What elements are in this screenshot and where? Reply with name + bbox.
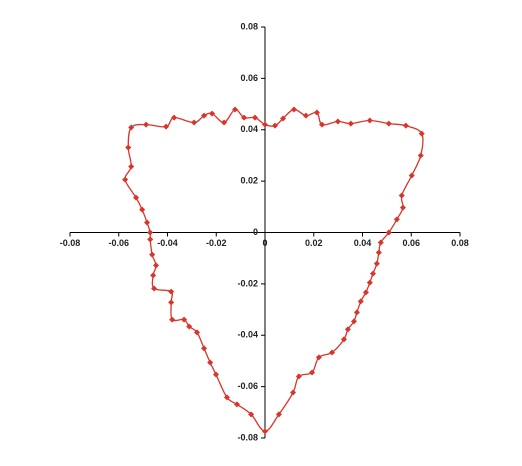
point: [139, 206, 146, 213]
point: [186, 323, 193, 330]
point: [366, 117, 373, 124]
point: [128, 124, 135, 131]
point: [271, 122, 278, 129]
point: [128, 163, 135, 170]
point: [193, 329, 200, 336]
y-tick-label: -0.06: [237, 381, 258, 391]
point: [385, 229, 392, 236]
point: [248, 411, 255, 418]
x-tick-label: 0.06: [402, 238, 420, 248]
point: [151, 285, 158, 292]
point: [153, 262, 160, 269]
point: [169, 316, 176, 323]
x-tick-label: 0.02: [305, 238, 323, 248]
point: [143, 121, 150, 128]
point: [334, 118, 341, 125]
y-tick-label: -0.02: [237, 278, 258, 288]
point: [369, 270, 376, 277]
point: [207, 359, 214, 366]
y-tick-label: 0.06: [240, 73, 258, 83]
point: [275, 411, 282, 418]
point: [366, 279, 373, 286]
point: [171, 114, 178, 121]
point: [350, 318, 357, 325]
y-tick-label: 0.04: [240, 124, 258, 134]
point: [375, 249, 382, 256]
point: [262, 428, 268, 435]
point: [347, 120, 354, 127]
y-tick-label: -0.08: [237, 432, 258, 442]
point: [393, 216, 400, 223]
point: [340, 336, 347, 343]
point: [402, 122, 409, 129]
point: [149, 251, 156, 258]
x-tick-label: 0: [262, 238, 267, 248]
point: [357, 298, 364, 305]
point: [181, 316, 188, 323]
point: [125, 144, 132, 151]
y-tick-label: -0.04: [237, 330, 258, 340]
point: [201, 345, 208, 352]
point: [417, 152, 424, 159]
point: [122, 176, 129, 183]
point: [362, 289, 369, 296]
point: [191, 119, 198, 126]
point: [315, 354, 322, 361]
point: [313, 109, 320, 116]
series-line: [124, 108, 424, 432]
point: [213, 371, 220, 378]
point: [377, 239, 384, 246]
point: [309, 369, 316, 376]
point: [385, 120, 392, 127]
point: [241, 114, 248, 121]
point: [329, 349, 336, 356]
x-tick-label: -0.04: [157, 238, 178, 248]
point: [147, 236, 154, 243]
point: [232, 106, 239, 113]
x-tick-label: -0.08: [60, 238, 81, 248]
point: [150, 272, 157, 279]
point: [163, 123, 170, 130]
y-tick-label: 0: [253, 227, 258, 237]
y-tick-label: 0.08: [240, 21, 258, 31]
point: [319, 121, 326, 128]
point: [168, 299, 175, 306]
point: [408, 172, 415, 179]
point: [201, 112, 208, 119]
point: [344, 326, 351, 333]
point: [398, 192, 405, 199]
point: [418, 130, 425, 137]
point: [147, 229, 154, 236]
x-tick-label: -0.02: [206, 238, 227, 248]
point: [223, 394, 230, 401]
point: [302, 112, 309, 119]
point: [290, 389, 297, 396]
point: [233, 401, 240, 408]
point: [209, 110, 216, 117]
point: [399, 204, 406, 211]
point: [373, 260, 380, 267]
point: [353, 309, 360, 316]
point: [252, 114, 259, 121]
y-tick-label: 0.02: [240, 176, 258, 186]
point: [295, 373, 302, 380]
point: [133, 194, 140, 201]
x-tick-label: 0.04: [354, 238, 372, 248]
point: [262, 121, 268, 128]
point: [280, 115, 287, 122]
x-tick-label: 0.08: [451, 238, 469, 248]
point: [221, 119, 228, 126]
x-tick-label: -0.06: [108, 238, 129, 248]
point: [291, 106, 298, 113]
point: [144, 219, 151, 226]
point: [168, 288, 175, 295]
